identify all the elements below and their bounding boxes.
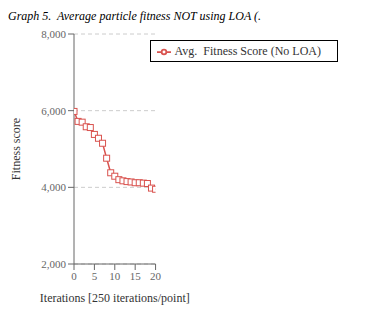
svg-text:10: 10: [109, 270, 121, 282]
svg-text:5: 5: [92, 270, 98, 282]
svg-text:4,000: 4,000: [41, 181, 66, 193]
svg-text:20: 20: [150, 270, 162, 282]
svg-text:8,000: 8,000: [41, 28, 66, 40]
svg-text:6,000: 6,000: [41, 105, 66, 117]
html-text:Graph 5. Average particle fitn: Graph 5. Average particle fitness NOT us…: [8, 9, 261, 23]
svg-text:Iterations [250 iterations/poi: Iterations [250 iterations/point]: [40, 291, 190, 305]
svg-text:0: 0: [71, 270, 77, 282]
svg-text:2,000: 2,000: [41, 258, 66, 270]
svg-text:15: 15: [130, 270, 142, 282]
svg-text:Fitness score: Fitness score: [9, 118, 23, 180]
html-text:Avg. Fitness Score (No LOA): Avg. Fitness Score (No LOA): [174, 44, 321, 58]
